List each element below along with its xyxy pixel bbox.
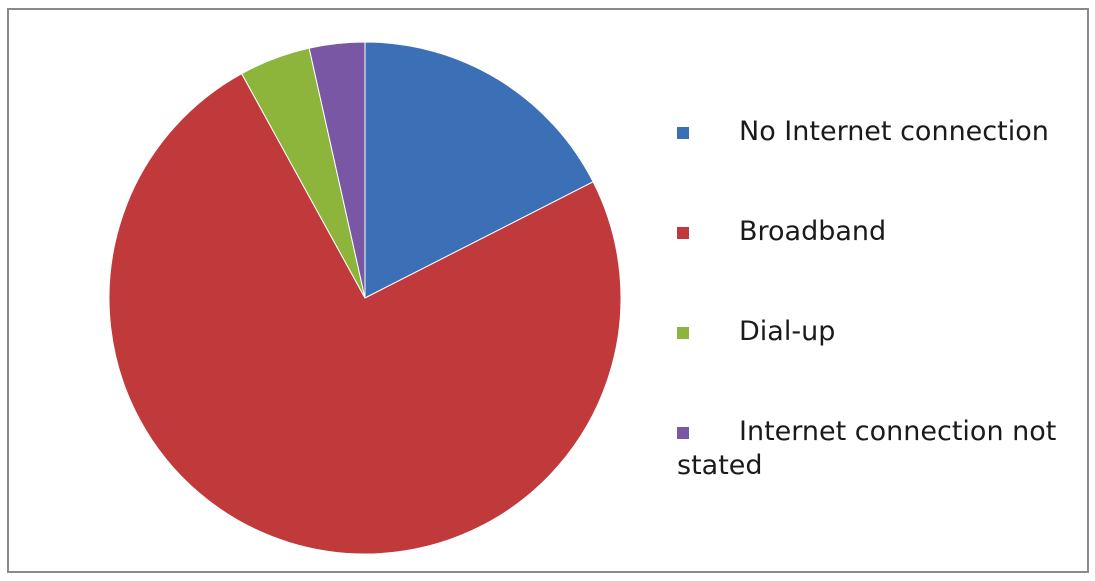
legend-label-not-stated: Internet connection not stated (677, 416, 1057, 481)
legend-swatch-dial-up (677, 327, 689, 339)
legend-swatch-not-stated (677, 427, 689, 439)
legend-item-not-stated: Internet connection not stated (677, 415, 1087, 515)
legend: No Internet connection Broadband Dial-up… (677, 115, 1087, 515)
pie-slice-not-stated (308, 41, 366, 299)
legend-label-no-internet: No Internet connection (739, 116, 1049, 147)
pie-slice-broadband (108, 72, 622, 555)
chart-frame: No Internet connection Broadband Dial-up… (7, 8, 1089, 573)
legend-label-dial-up: Dial-up (739, 316, 836, 347)
pie-slice-no-internet (364, 41, 594, 299)
legend-label-broadband: Broadband (739, 216, 887, 247)
legend-item-broadband: Broadband (677, 215, 1087, 315)
legend-item-no-internet: No Internet connection (677, 115, 1087, 215)
pie-slices (108, 41, 622, 555)
legend-item-dial-up: Dial-up (677, 315, 1087, 415)
legend-swatch-broadband (677, 227, 689, 239)
pie-chart (108, 41, 622, 555)
legend-swatch-no-internet (677, 127, 689, 139)
